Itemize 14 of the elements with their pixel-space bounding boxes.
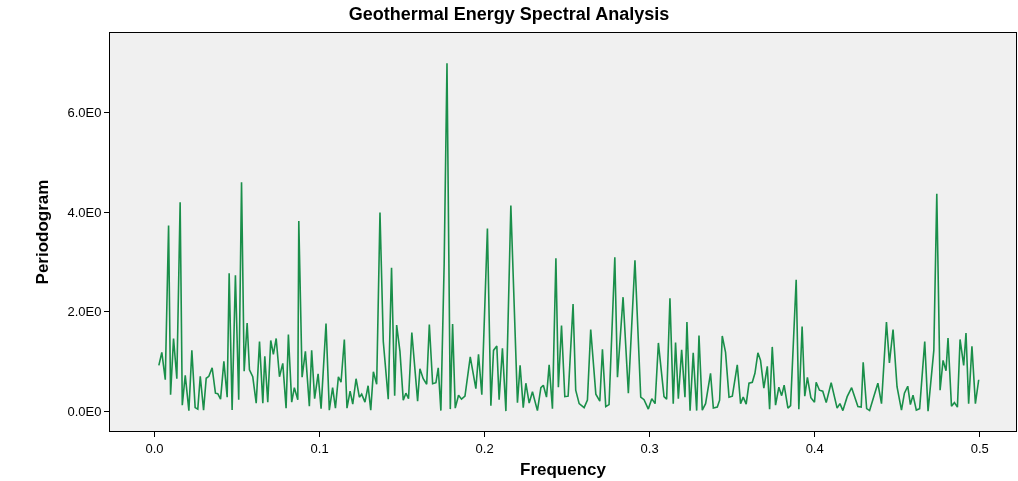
y-axis-title: Periodogram	[32, 179, 52, 285]
x-tick-label: 0.0	[145, 440, 164, 456]
x-tick-label: 0.4	[805, 440, 824, 456]
x-tick-label: 0.5	[970, 440, 989, 456]
chart-title: Geothermal Energy Spectral Analysis	[348, 3, 670, 24]
y-tick-label: 4.0E0	[67, 204, 102, 220]
x-tick-label: 0.2	[475, 440, 494, 456]
line-series	[158, 62, 980, 412]
x-axis-title: Frequency	[520, 460, 607, 479]
x-tick-label: 0.1	[310, 440, 329, 456]
y-tick-label: 0.0E0	[67, 403, 102, 419]
y-tick-label: 6.0E0	[67, 105, 102, 121]
y-tick-label: 2.0E0	[67, 304, 102, 320]
x-tick-label: 0.3	[640, 440, 659, 456]
